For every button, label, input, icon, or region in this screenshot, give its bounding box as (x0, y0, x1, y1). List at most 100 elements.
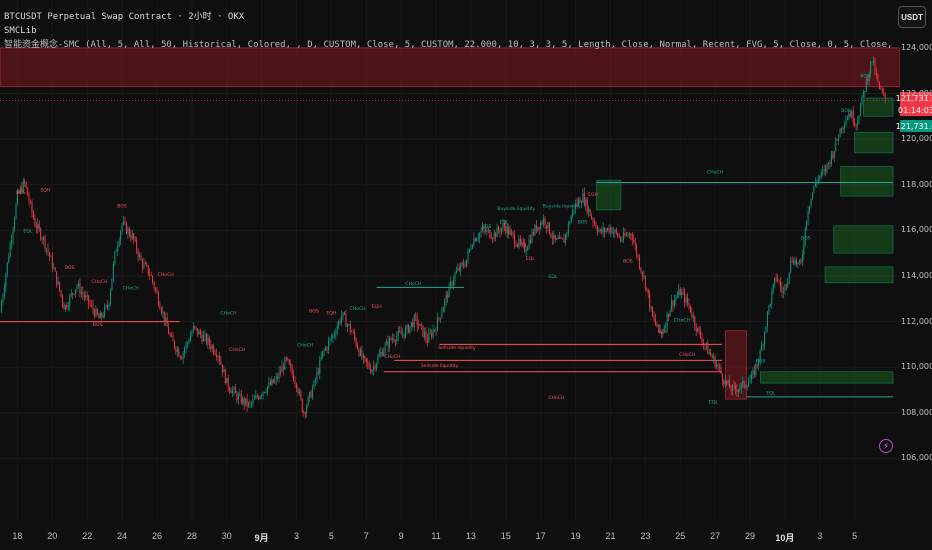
candle (402, 334, 404, 335)
candle (521, 241, 523, 243)
candle (675, 297, 677, 300)
smc-label: CHoCH (297, 343, 313, 349)
candle (665, 326, 667, 328)
candle (373, 365, 375, 370)
candle (704, 343, 706, 346)
candle (656, 323, 658, 328)
candle (781, 287, 783, 293)
candle (166, 317, 168, 327)
candle (562, 238, 563, 240)
candle (514, 235, 516, 245)
candle (412, 322, 414, 327)
candle (149, 274, 151, 275)
candle (43, 237, 45, 240)
candle (458, 268, 460, 271)
candle (34, 218, 36, 227)
candle (570, 216, 572, 223)
candle (793, 261, 795, 265)
candle (322, 350, 324, 358)
currency-button[interactable]: USDT (898, 6, 926, 28)
price-tick-label: 106,000.0 (901, 453, 932, 463)
candle (532, 232, 534, 235)
chart-area[interactable]: CHoCH CHoCH CHoCH CHoCH CHoCH CHoCH CHoCH CHoCH… (0, 0, 901, 520)
lightning-icon[interactable]: ⚡ (879, 439, 893, 453)
candle (359, 349, 361, 356)
candle (48, 252, 50, 257)
candle (679, 289, 681, 296)
candle (332, 335, 334, 339)
candle (461, 263, 463, 265)
candle (118, 240, 120, 246)
bull-order-block (862, 97, 894, 117)
candle (437, 317, 438, 332)
candle (515, 244, 517, 247)
candle (538, 226, 540, 229)
symbol-title[interactable]: BTCUSDT Perpetual Swap Contract · 2小时 · … (4, 12, 245, 22)
candle (785, 284, 787, 286)
candle (441, 312, 443, 318)
candle (127, 228, 129, 234)
smc-label: CHoCH (707, 169, 723, 175)
candle (246, 398, 248, 407)
candle (44, 237, 46, 249)
indicator-settings[interactable]: 智能资金概念-SMC (All, 5, All, 50, Historical,… (4, 40, 894, 50)
candle (213, 346, 215, 353)
candle (390, 338, 392, 340)
candle (884, 93, 886, 99)
candle (614, 229, 616, 233)
candle (454, 273, 456, 281)
candle (133, 233, 135, 240)
candle (16, 191, 18, 205)
candle (556, 238, 558, 240)
candle (415, 315, 417, 317)
smc-label: EQL (23, 229, 33, 235)
candle (871, 61, 873, 63)
candle (91, 304, 93, 306)
candle (739, 388, 741, 390)
candle (839, 128, 841, 138)
candle (646, 287, 648, 290)
candle (345, 314, 347, 327)
candle (451, 282, 453, 286)
candlestick-chart[interactable]: CHoCH CHoCH CHoCH CHoCH CHoCH CHoCH CHoCH CHoCH… (0, 0, 901, 520)
candle (604, 227, 606, 232)
candle (157, 293, 159, 305)
price-axis[interactable] (900, 0, 932, 520)
candle (250, 403, 252, 404)
candle (599, 229, 601, 231)
candle (547, 222, 549, 229)
candle (641, 272, 643, 277)
time-tick-label: 20 (47, 531, 58, 541)
candle (313, 381, 315, 389)
candle (239, 393, 241, 396)
candle (816, 181, 818, 184)
candle (211, 346, 213, 349)
candle (316, 372, 318, 381)
candle (676, 295, 678, 298)
candle (718, 366, 720, 368)
candle (559, 236, 561, 239)
candle (282, 366, 284, 370)
bull-order-block (760, 371, 894, 384)
candle (489, 229, 491, 238)
candle (618, 236, 620, 238)
candle (214, 352, 216, 355)
candle (397, 330, 399, 337)
candle (303, 411, 305, 414)
candle (188, 341, 190, 343)
candle (742, 381, 744, 384)
time-axis[interactable] (0, 520, 900, 550)
candle (143, 263, 145, 268)
bull-order-block (854, 131, 894, 154)
smc-label: BOS (517, 242, 527, 248)
time-tick-label: 19 (570, 531, 581, 541)
candle (272, 379, 274, 383)
candle (189, 335, 191, 342)
candle (70, 293, 72, 296)
candle (582, 193, 584, 203)
candle (470, 248, 472, 250)
candle (377, 356, 379, 364)
candle (537, 226, 539, 231)
candle (801, 254, 803, 263)
candle (357, 345, 359, 350)
